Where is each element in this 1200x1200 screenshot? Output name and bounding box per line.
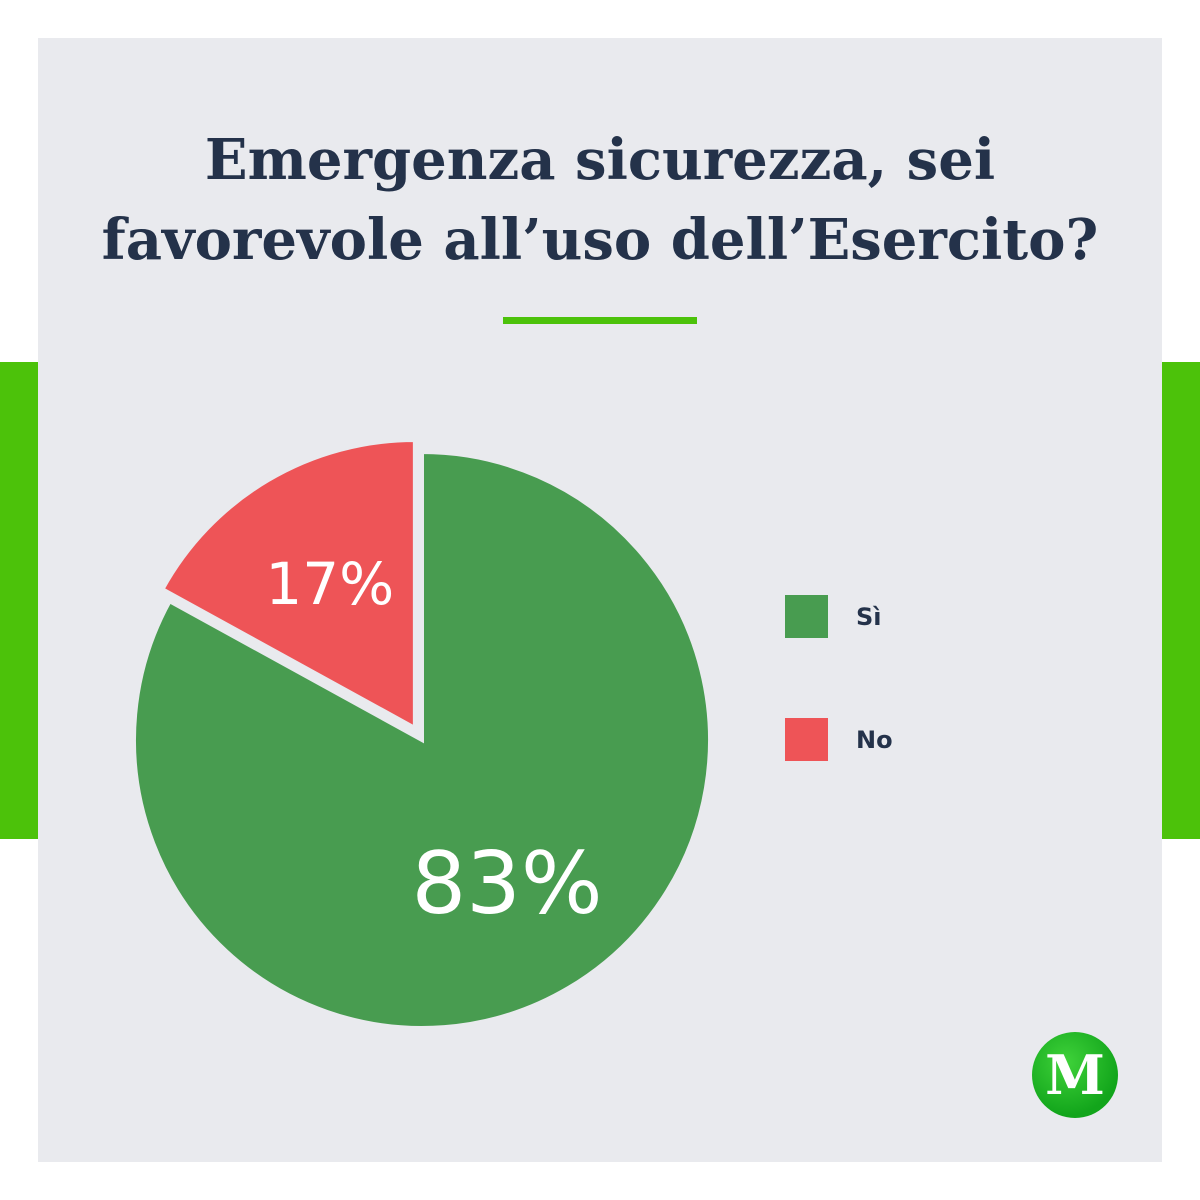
legend-swatch-no (785, 718, 828, 761)
m-logo-icon: M (1032, 1032, 1118, 1118)
chart-title-line-1: Emergenza sicurezza, sei (204, 127, 996, 193)
pie-label-no: 17% (265, 550, 394, 618)
chart-title-line-2: favorevole all’uso dell’Esercito? (101, 207, 1099, 273)
pie-slice-no (159, 437, 417, 732)
left-accent-bar (0, 362, 40, 839)
chart-title: Emergenza sicurezza, sei favorevole all’… (0, 120, 1200, 280)
legend-item-si: Sì (785, 595, 985, 638)
legend-label-si: Sì (856, 603, 882, 631)
pie-label-si: 83% (411, 834, 602, 934)
right-accent-bar (1160, 362, 1200, 839)
legend-label-no: No (856, 726, 893, 754)
legend-item-no: No (785, 718, 985, 761)
pie-slice-si (132, 449, 712, 1030)
legend-swatch-si (785, 595, 828, 638)
title-divider (503, 317, 697, 324)
